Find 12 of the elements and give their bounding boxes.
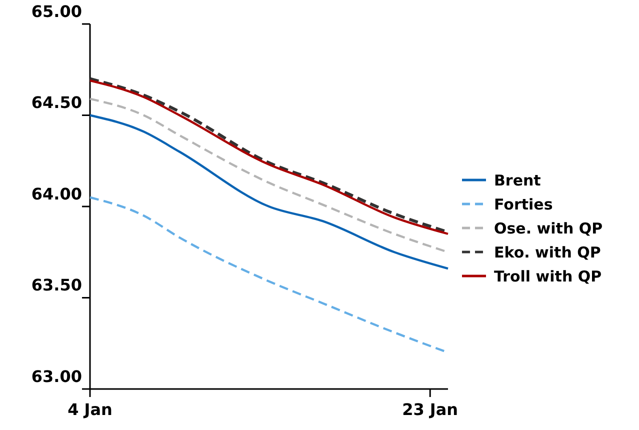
x-tick-label: 23 Jan — [402, 400, 458, 419]
y-tick-label: 63.00 — [31, 366, 82, 386]
y-tick-label: 64.00 — [31, 184, 82, 204]
y-tick-label: 64.50 — [31, 93, 82, 112]
legend-label: Eko. with QP — [494, 243, 601, 262]
x-tick-label: 4 Jan — [68, 400, 112, 419]
legend-label: Brent — [494, 171, 541, 190]
legend-label: Troll with QP — [494, 267, 602, 286]
y-tick-label: 65.00 — [31, 2, 82, 21]
y-tick-label: 63.50 — [31, 276, 82, 295]
legend-label: Forties — [494, 195, 553, 214]
legend-label: Ose. with QP — [494, 219, 603, 238]
